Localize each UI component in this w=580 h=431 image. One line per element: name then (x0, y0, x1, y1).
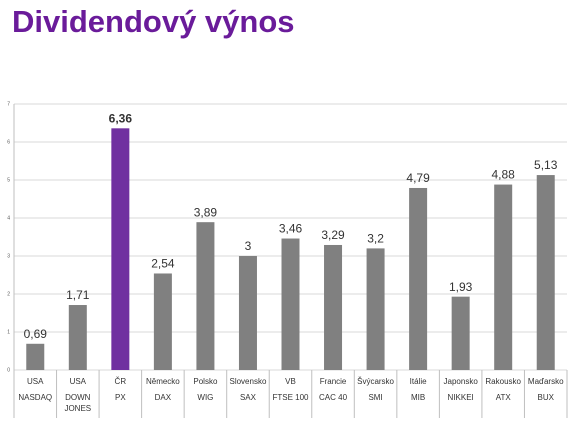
value-label: 4,79 (406, 171, 430, 185)
country: VB (285, 377, 296, 386)
index: MIB (410, 393, 426, 402)
index: PX (114, 393, 126, 402)
value-label: 1,93 (449, 280, 473, 294)
y-tick-label: 1 (7, 329, 10, 335)
y-tick-label: 7 (7, 101, 10, 107)
index: SMI (368, 393, 383, 402)
x-tick-label: USA DOWN JONES (58, 376, 99, 414)
bar (536, 175, 555, 370)
x-tick-label: Francie CAC 40 (313, 376, 354, 403)
index: NASDAQ (18, 393, 53, 402)
bar (366, 248, 385, 370)
x-tick-label: Japonsko NIKKEI (440, 376, 481, 403)
x-tick-label: Maďarsko BUX (525, 376, 566, 403)
index: BUX (537, 393, 554, 402)
x-tick-label: Švýcarsko SMI (355, 376, 396, 403)
bar (68, 305, 87, 370)
x-tick-label: Itálie MIB (398, 376, 439, 403)
value-label: 0,69 (24, 327, 48, 341)
y-tick-label: 0 (7, 367, 10, 373)
bar (153, 273, 172, 370)
y-tick-label: 3 (7, 253, 10, 259)
value-label: 3,29 (321, 228, 345, 242)
x-tick-label: USA NASDAQ (15, 376, 56, 403)
y-tick-label: 4 (7, 215, 10, 221)
index: SAX (239, 393, 256, 402)
value-label: 3 (245, 239, 252, 253)
bar (26, 343, 45, 370)
country: Itálie (409, 377, 427, 386)
country: Francie (319, 377, 347, 386)
x-tick-label: VB FTSE 100 (270, 376, 311, 403)
bar (238, 256, 257, 370)
index: NIKKEI (447, 393, 474, 402)
value-label: 2,54 (151, 257, 175, 271)
value-label: 5,13 (534, 158, 558, 172)
bar (409, 187, 428, 370)
bar (111, 128, 130, 370)
index: ATX (495, 393, 511, 402)
country: Švýcarsko (357, 377, 395, 386)
bar (494, 184, 513, 370)
bar (451, 296, 470, 370)
x-tick-label: ČR PX (100, 376, 141, 403)
value-label: 1,71 (66, 288, 90, 302)
index: WIG (197, 393, 214, 402)
y-tick-label: 5 (7, 177, 10, 183)
x-tick-label: Rakousko ATX (483, 376, 524, 403)
y-tick-label: 6 (7, 139, 10, 145)
chart-title: Dividendový výnos (12, 4, 295, 39)
bar (196, 222, 215, 370)
country: Rakousko (485, 377, 521, 386)
bar (281, 238, 300, 370)
country: Slovensko (229, 377, 267, 386)
country: USA (69, 377, 87, 386)
value-label: 6,36 (109, 111, 133, 125)
x-tick-label: Slovensko SAX (228, 376, 269, 403)
country: Německo (145, 377, 180, 386)
index: DOWN JONES (64, 393, 92, 413)
country: Maďarsko (527, 377, 564, 386)
value-label: 4,88 (492, 168, 516, 182)
value-label: 3,46 (279, 222, 303, 236)
country: Polsko (193, 377, 218, 386)
bar (324, 244, 343, 370)
value-label: 3,89 (194, 205, 218, 219)
y-tick-label: 2 (7, 291, 10, 297)
x-tick-label: Polsko WIG (185, 376, 226, 403)
country: ČR (114, 377, 127, 386)
index: CAC 40 (319, 393, 348, 402)
country: USA (27, 377, 44, 386)
country: Japonsko (443, 377, 478, 386)
index: DAX (154, 393, 172, 402)
x-tick-label: Německo DAX (143, 376, 184, 403)
value-label: 3,2 (367, 232, 384, 246)
index: FTSE 100 (272, 393, 309, 402)
